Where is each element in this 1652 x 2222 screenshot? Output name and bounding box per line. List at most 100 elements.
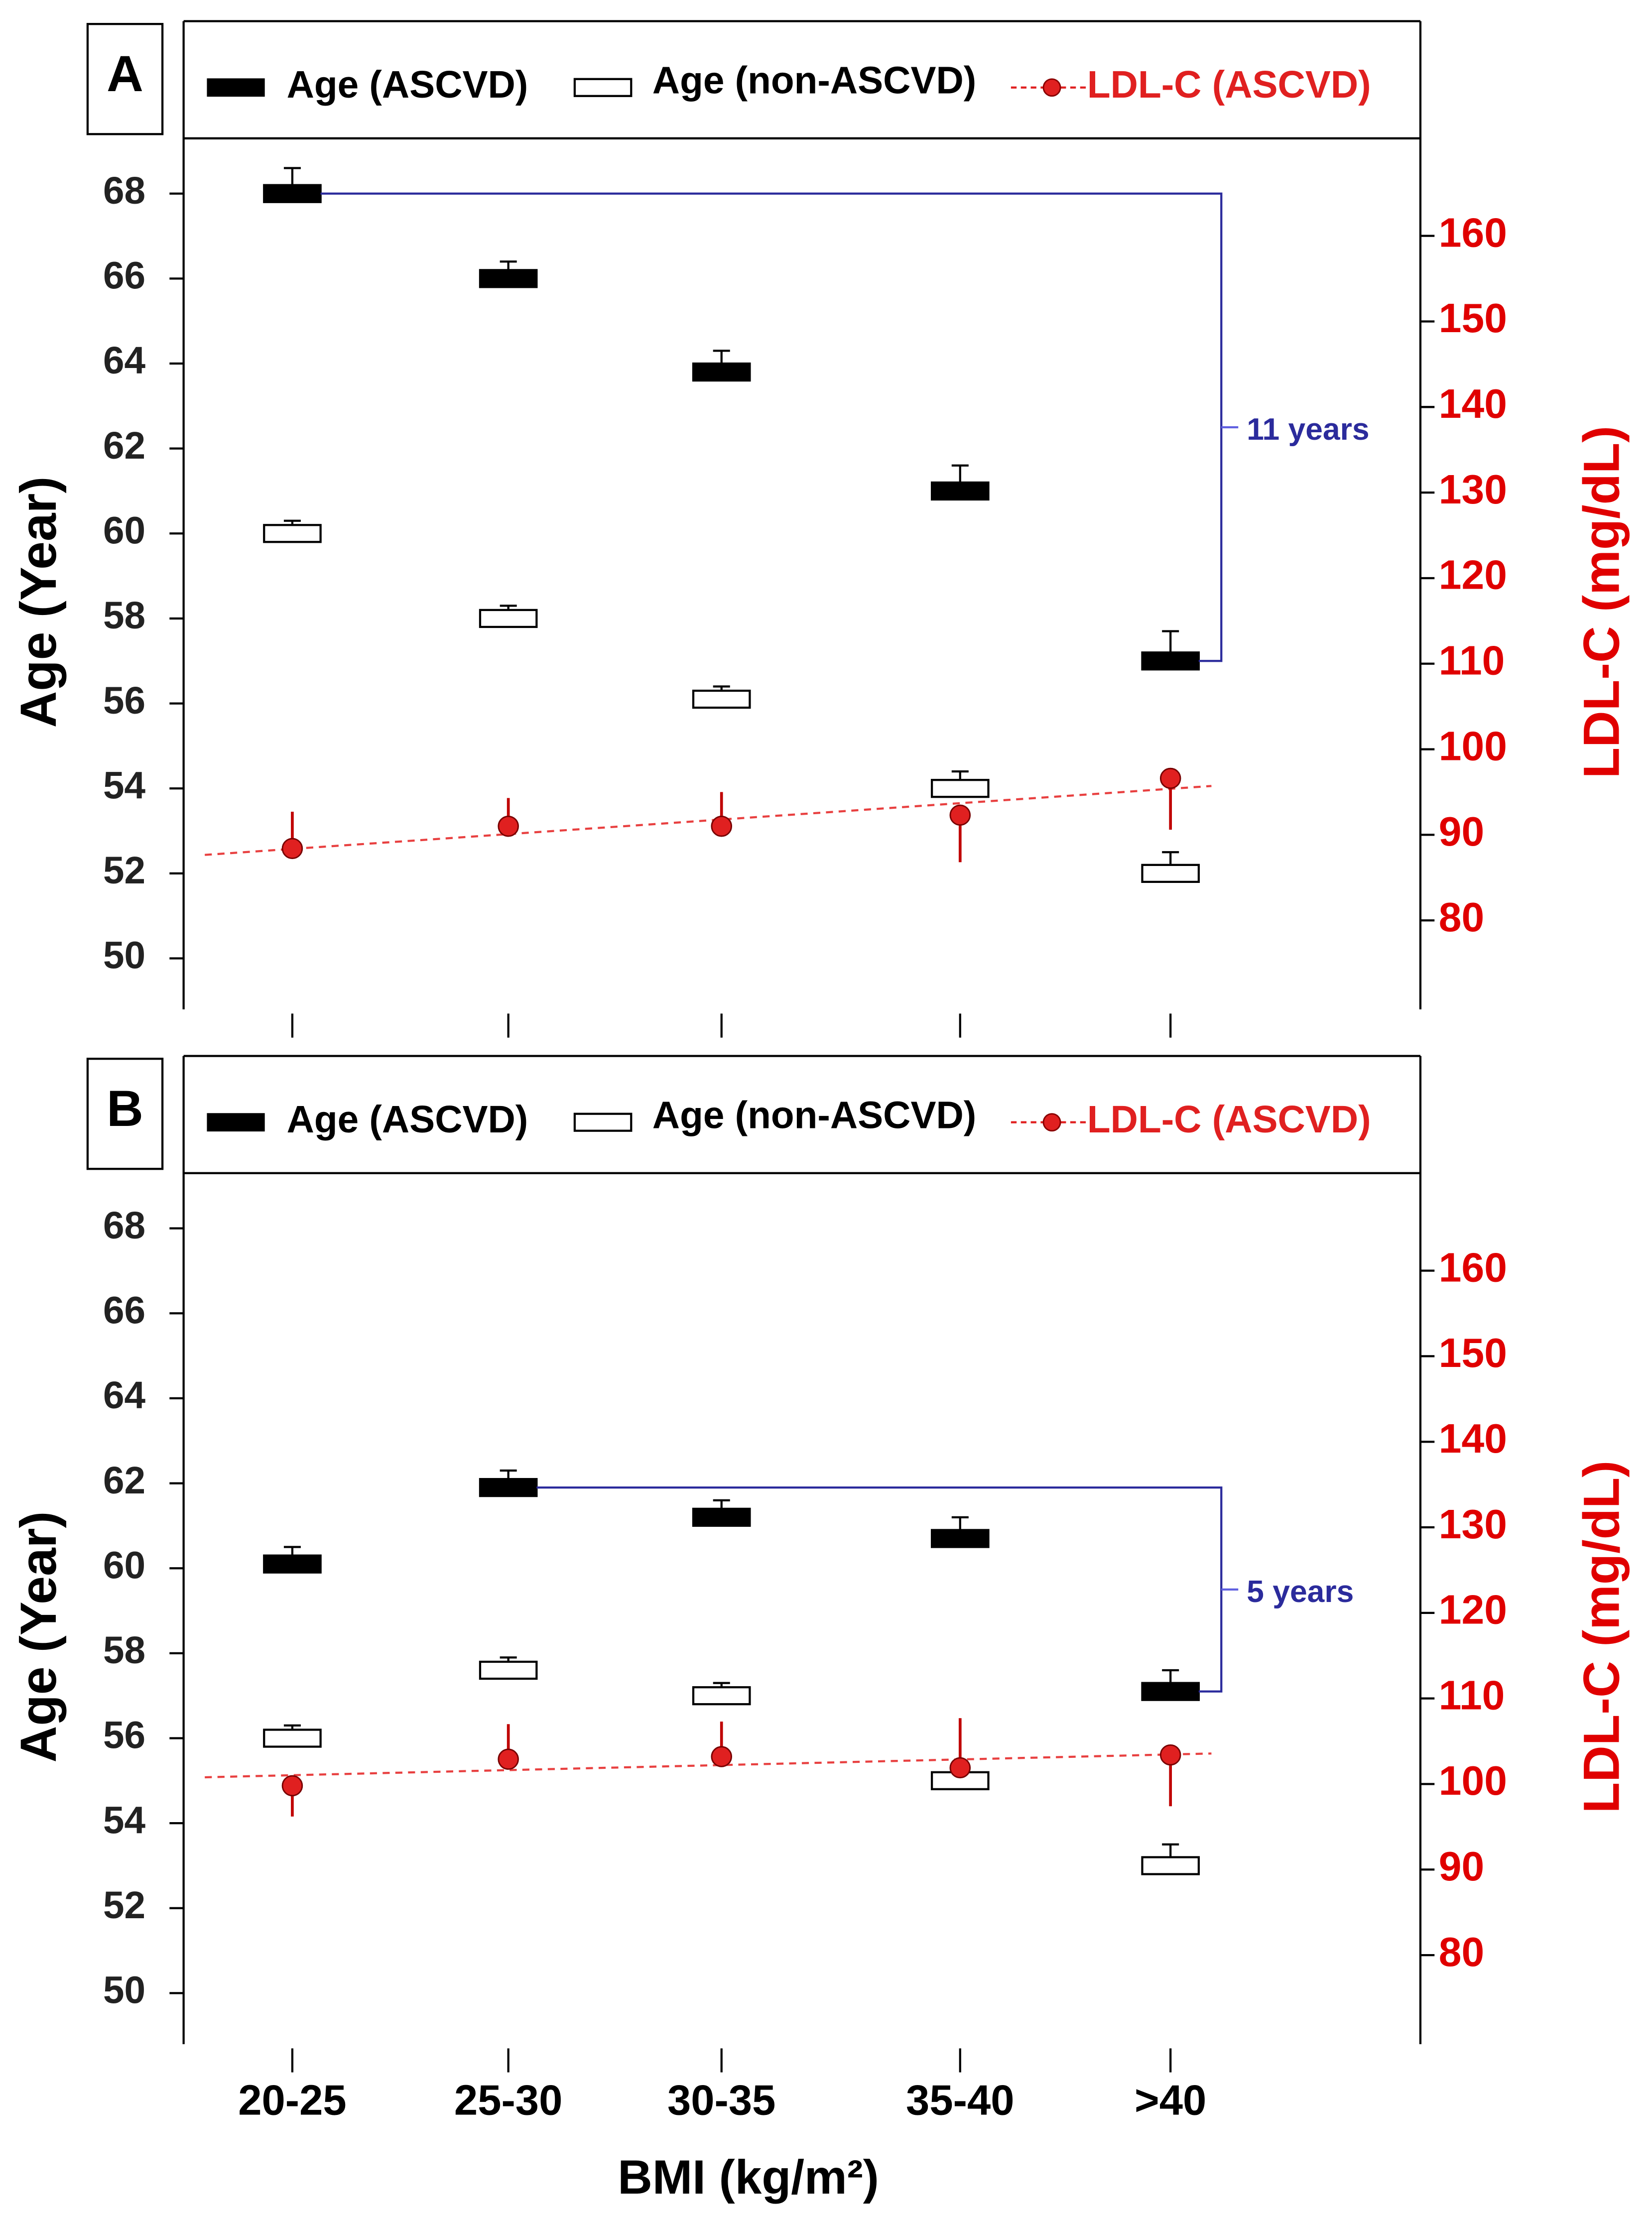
y2-tick-label: 90 [1439,1844,1484,1889]
y-axis-label: Age (Year) [10,477,67,728]
annotation: 11 years [1247,412,1369,447]
difference-bracket [320,192,1223,662]
ldl-point [498,815,519,837]
ldl-point [1159,1744,1181,1766]
ldl-point [711,1746,732,1767]
legend-swatch [573,78,633,97]
x-tick-label: 25-30 [454,2077,562,2124]
ldl-point [949,1757,971,1779]
legend-swatch [1042,1113,1061,1132]
y-tick-label: 52 [103,1884,145,1927]
age-box [263,1554,322,1574]
y2-tick-label: 100 [1439,1758,1507,1804]
panel-label-box [86,23,164,135]
age-box [692,1686,751,1706]
age-box [479,609,538,628]
y-tick-label: 66 [103,1290,145,1332]
trend-line [205,785,1212,856]
legend-label: Age (ASCVD) [287,64,528,106]
y2-tick-label: 110 [1439,638,1505,683]
y2-tick-label: 100 [1439,724,1507,769]
y2-tick-label: 90 [1439,809,1484,855]
age-box [930,779,990,798]
age-box [479,269,538,288]
y-tick-label: 68 [103,170,145,212]
y-tick-label: 62 [103,425,145,467]
y-tick-label: 52 [103,850,145,892]
y-tick-label: 58 [103,1629,145,1672]
y-tick-label: 54 [103,764,146,807]
legend-label: Age (non-ASCVD) [652,1094,976,1136]
y2-tick-label: 140 [1439,381,1507,427]
ldl-point [1159,767,1181,789]
panel-label: B [107,1080,143,1137]
legend-swatch [1042,78,1061,97]
legend-swatch [573,1112,633,1132]
y2-tick-label: 120 [1439,553,1507,598]
y-axis-label: Age (Year) [10,1511,67,1763]
y2-tick-label: 80 [1439,1930,1484,1975]
y2-tick-label: 130 [1439,467,1507,512]
y-tick-label: 64 [103,1374,146,1417]
legend-swatch [207,78,265,97]
y-tick-label: 56 [103,1715,145,1757]
x-axis-label: BMI (kg/m²) [618,2151,879,2204]
legend-label: LDL-C (ASCVD) [1087,1099,1371,1141]
age-box [1141,864,1200,883]
y-tick-label: 68 [103,1205,145,1247]
ldl-point [281,838,303,860]
y2-tick-label: 110 [1439,1673,1505,1718]
y-tick-label: 58 [103,595,145,637]
age-box [692,362,751,382]
y-tick-label: 50 [103,1970,145,2012]
y2-tick-label: 160 [1439,1245,1507,1290]
legend-swatch [207,1113,265,1132]
age-box [1141,1682,1200,1701]
y2-tick-label: 120 [1439,1588,1507,1633]
ldl-point [498,1748,519,1770]
age-box [930,1771,990,1790]
y2-tick-label: 140 [1439,1416,1507,1462]
legend-label: LDL-C (ASCVD) [1087,64,1371,106]
age-box [1141,1856,1200,1875]
age-box [1141,651,1200,671]
y-tick-label: 60 [103,510,145,552]
difference-bracket [536,1486,1223,1693]
x-tick-label: 30-35 [667,2077,775,2124]
panel-label-box [86,1057,164,1170]
age-box [263,1728,322,1748]
x-tick-label: >40 [1135,2077,1206,2124]
age-box [692,1507,751,1527]
y-tick-label: 56 [103,680,145,722]
x-tick-label: 20-25 [238,2077,346,2124]
y2-tick-label: 150 [1439,296,1507,341]
age-box [930,1529,990,1548]
panel-label: A [107,45,143,102]
age-box [263,524,322,543]
trend-line [205,1752,1212,1779]
y2-tick-label: 150 [1439,1331,1507,1376]
y-tick-label: 62 [103,1460,145,1502]
y-tick-label: 64 [103,340,146,382]
age-box [263,184,322,203]
age-box [479,1478,538,1497]
y2-axis-label: LDL-C (mg/dL) [1573,1461,1630,1813]
annotation: 5 years [1247,1575,1354,1609]
age-box [930,481,990,501]
y-tick-label: 54 [103,1799,146,1842]
y2-axis-label: LDL-C (mg/dL) [1573,426,1630,778]
ldl-point [949,804,971,826]
x-tick-label: 35-40 [906,2077,1014,2124]
age-box [479,1660,538,1680]
y-tick-label: 50 [103,935,145,977]
y2-tick-label: 160 [1439,210,1507,255]
legend-label: Age (ASCVD) [287,1099,528,1141]
ldl-point [281,1775,303,1797]
age-box [692,689,751,709]
y-tick-label: 60 [103,1544,145,1587]
legend-label: Age (non-ASCVD) [652,59,976,102]
y2-tick-label: 80 [1439,895,1484,940]
y2-tick-label: 130 [1439,1502,1507,1547]
y-tick-label: 66 [103,255,145,297]
